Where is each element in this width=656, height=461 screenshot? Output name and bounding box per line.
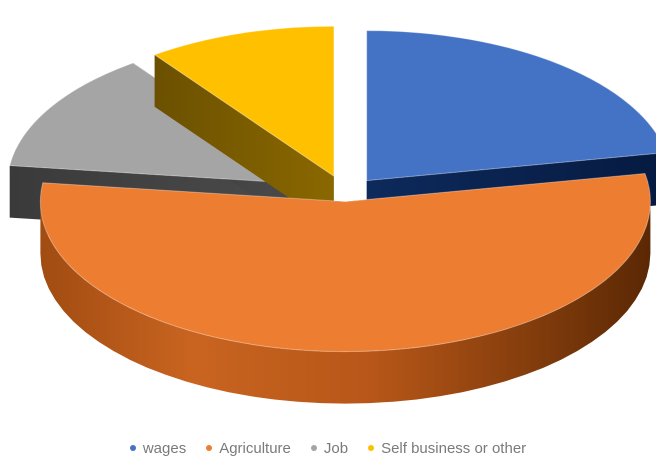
- legend-item-wages[interactable]: wages: [129, 439, 187, 457]
- legend-marker-agriculture: [206, 445, 213, 451]
- legend-marker-self-business: [368, 445, 375, 451]
- slice-self-business-top: [153, 25, 335, 178]
- legend-item-self-business[interactable]: Self business or other: [368, 440, 526, 457]
- slice-agriculture-top: [39, 172, 651, 353]
- legend-label-wages: wages: [142, 439, 187, 457]
- legend: wages Agriculture Job Self business or o…: [0, 437, 656, 459]
- pie-slice-self-business[interactable]: [153, 25, 335, 229]
- slice-wages-top: [366, 30, 656, 182]
- legend-label-self-business: Self business or other: [381, 439, 527, 457]
- legend-marker-job: [310, 445, 317, 451]
- legend-marker-wages: [129, 445, 136, 451]
- pie-slice-agriculture[interactable]: [39, 172, 651, 404]
- slice-self-business-cut-face-0: [154, 54, 334, 229]
- legend-label-job: Job: [323, 439, 349, 457]
- legend-label-agriculture: Agriculture: [219, 439, 291, 457]
- legend-item-agriculture[interactable]: Agriculture: [206, 440, 291, 457]
- legend-item-job[interactable]: Job: [310, 439, 349, 457]
- slice-agriculture-side: [40, 201, 651, 404]
